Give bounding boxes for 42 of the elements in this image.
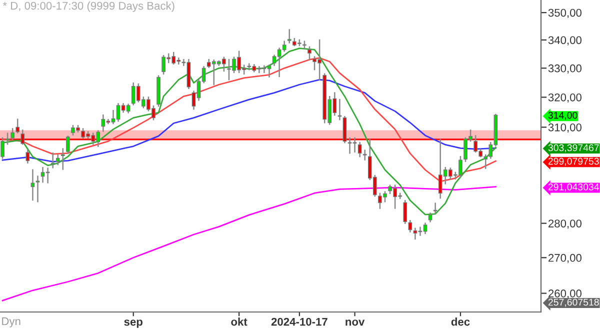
candlestick <box>358 142 362 158</box>
candlestick <box>20 130 25 145</box>
candlestick <box>16 118 20 134</box>
candlestick <box>66 136 70 154</box>
line-series <box>2 48 496 216</box>
y-tick-label: 314,00 <box>548 112 578 120</box>
y-tick-label: 257,607518 <box>548 298 599 307</box>
y-tick-label: 291,043034 <box>548 184 600 192</box>
y-tick-label: 320,00 <box>548 93 582 103</box>
y-tick-label: 280,00 <box>548 220 582 229</box>
candlestick <box>403 200 408 224</box>
y-tick-label: 299,079753 <box>548 158 599 166</box>
candlestick <box>10 128 14 140</box>
candlestick <box>287 29 292 44</box>
text: Dyn <box>2 317 20 328</box>
candlestick <box>342 116 347 144</box>
x-tick-label: nov <box>346 320 365 326</box>
candlestick <box>433 202 438 214</box>
candlestick <box>6 132 10 145</box>
y-tick-label: 330,00 <box>548 64 582 74</box>
candlestick <box>26 150 30 164</box>
candlestick <box>36 176 40 202</box>
y-tick-label: 340,00 <box>548 36 582 46</box>
candlestick <box>362 150 367 160</box>
candlestick <box>408 220 412 232</box>
chart-title: * D, 09:00-17:30 (9999 Days Back) <box>2 2 174 12</box>
x-tick-label: dec <box>451 318 470 326</box>
y-tick-label: 260,00 <box>548 290 582 299</box>
candlestick <box>56 154 60 166</box>
x-tick-label: okt <box>231 318 248 326</box>
candlestick <box>0 137 4 159</box>
y-tick-label: 310,00 <box>548 123 582 133</box>
candlestick <box>60 148 65 170</box>
x-tick-label: 2024-10-17 <box>271 318 328 326</box>
y-tick-label: 303,397467 <box>548 144 599 152</box>
y-tick-label: 270,00 <box>548 254 582 264</box>
candlestick <box>30 169 35 201</box>
line-series <box>2 186 496 302</box>
candlestick <box>308 46 312 60</box>
y-tick-label: 350,00 <box>548 8 582 18</box>
candlestick <box>50 152 55 168</box>
x-tick-label: sep <box>124 320 142 328</box>
